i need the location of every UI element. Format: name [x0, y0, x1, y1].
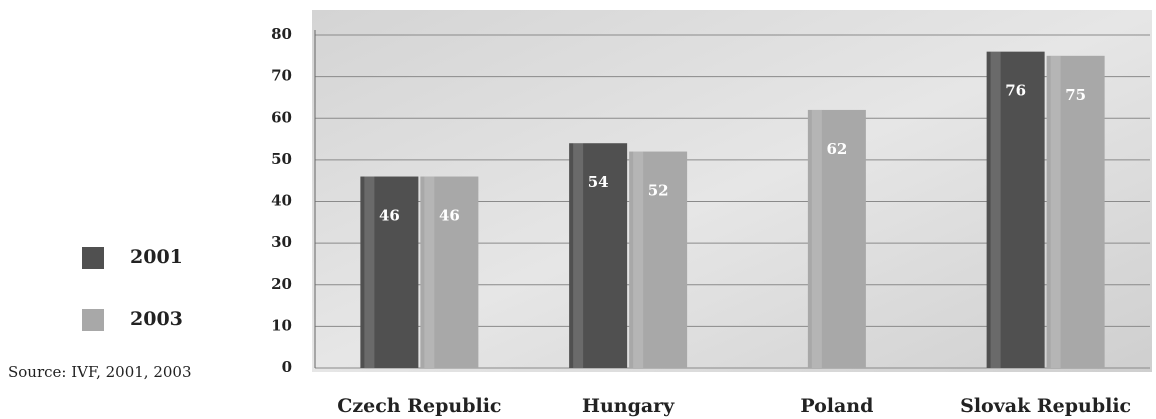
y-tick-label: 40 [271, 192, 292, 210]
bar [569, 143, 628, 368]
bar [986, 51, 1045, 369]
value-label: 62 [826, 140, 847, 158]
y-tick-label: 20 [271, 275, 292, 293]
bar-highlight [633, 151, 644, 368]
y-tick-label: 0 [282, 358, 292, 376]
bar-highlight [990, 51, 1001, 369]
bar [1046, 55, 1105, 368]
bar [420, 176, 479, 368]
x-tick-label: Poland [800, 395, 873, 417]
y-tick-label: 30 [271, 233, 292, 251]
bar-highlight [424, 176, 435, 368]
y-tick-label: 70 [271, 67, 292, 85]
bar [360, 176, 419, 368]
source-note: Source: IVF, 2001, 2003 [8, 363, 192, 381]
x-tick-label: Slovak Republic [960, 395, 1131, 417]
bar [629, 151, 688, 368]
bar-highlight [811, 109, 822, 369]
value-label: 46 [439, 207, 460, 225]
y-tick-label: 60 [271, 108, 292, 126]
value-label: 46 [379, 207, 400, 225]
legend-swatch [82, 309, 104, 331]
x-tick-label: Hungary [582, 395, 675, 417]
bar-highlight [573, 143, 584, 368]
y-tick-label: 50 [271, 150, 292, 168]
legend-label: 2003 [130, 308, 183, 330]
legend-label: 2001 [130, 246, 183, 268]
bar [807, 109, 866, 369]
value-label: 52 [648, 182, 669, 200]
value-label: 54 [588, 173, 609, 191]
value-label: 75 [1065, 86, 1086, 104]
bar-highlight [364, 176, 375, 368]
y-tick-label: 80 [271, 25, 292, 43]
bar-highlight [1050, 55, 1061, 368]
value-label: 76 [1005, 82, 1026, 100]
x-tick-label: Czech Republic [337, 395, 501, 417]
legend-swatch [82, 247, 104, 269]
y-tick-label: 10 [271, 316, 292, 334]
